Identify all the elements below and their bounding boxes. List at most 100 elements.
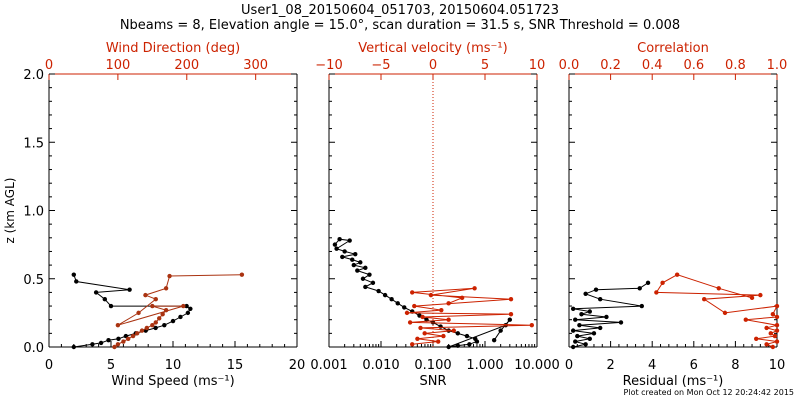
data-point	[334, 246, 339, 251]
data-point	[121, 339, 126, 344]
x-tick-label: 4	[648, 358, 656, 373]
data-point	[428, 292, 434, 298]
data-point	[74, 279, 79, 284]
y-tick-label: 1.5	[23, 136, 44, 151]
y-tick-label: 0.5	[23, 273, 44, 288]
data-point	[153, 320, 158, 325]
data-point	[570, 344, 576, 350]
data-point	[415, 336, 420, 342]
data-point	[451, 328, 456, 333]
data-point	[153, 297, 158, 302]
x2-tick-label: 0.4	[642, 58, 663, 73]
data-point	[702, 297, 707, 302]
data-point	[438, 324, 443, 329]
x2-tick-label: 0.8	[725, 58, 746, 73]
data-point	[446, 301, 451, 306]
data-point	[722, 310, 728, 316]
x-tick-label: 1.000	[466, 358, 503, 373]
data-point	[446, 317, 451, 322]
data-point	[163, 307, 169, 313]
data-point	[455, 331, 461, 336]
data-point	[157, 316, 162, 321]
data-point	[167, 273, 172, 279]
x2-tick-label: 10	[529, 58, 546, 73]
data-point	[422, 331, 427, 336]
x2-tick-label: 300	[243, 58, 268, 73]
x-tick-label: 10	[165, 358, 182, 373]
data-point	[587, 336, 592, 342]
x-axis-title: SNR	[419, 374, 446, 389]
data-point	[491, 337, 497, 343]
series-line	[114, 274, 242, 348]
x2-tick-label: 0.0	[559, 58, 580, 73]
data-point	[144, 325, 150, 331]
x-tick-label: 10.000	[514, 358, 560, 373]
data-point	[637, 286, 642, 291]
series-wind-direction	[112, 272, 245, 350]
x2-tick-label: 0	[429, 58, 437, 73]
data-point	[355, 268, 360, 273]
data-point	[774, 303, 780, 309]
data-point	[376, 288, 381, 294]
x-tick-label: 2	[606, 358, 614, 373]
data-point	[150, 303, 155, 309]
data-point	[436, 339, 441, 344]
x-tick-label: 20	[289, 358, 306, 373]
data-point	[570, 328, 576, 333]
data-point	[370, 280, 376, 286]
data-point	[598, 297, 603, 302]
data-point	[162, 322, 167, 328]
data-point	[674, 272, 680, 277]
data-point	[363, 284, 368, 290]
series-snr	[332, 236, 513, 350]
data-point	[579, 312, 584, 317]
data-point	[112, 344, 117, 350]
data-point	[353, 251, 358, 257]
x-tick-label: 8	[731, 358, 739, 373]
data-point	[115, 342, 121, 347]
data-point	[71, 344, 77, 350]
series-vertical-velocity	[404, 286, 534, 347]
data-point	[108, 303, 114, 309]
data-point	[446, 344, 451, 350]
data-point	[350, 257, 355, 262]
data-point	[93, 290, 99, 295]
x-tick-label: 6	[690, 358, 698, 373]
data-point	[774, 314, 780, 320]
data-point	[508, 312, 514, 317]
data-point	[467, 342, 472, 347]
data-point	[407, 320, 413, 325]
data-point	[340, 254, 345, 260]
data-point	[749, 295, 755, 301]
y-axis-title: z (km AGL)	[3, 178, 17, 244]
data-point	[367, 272, 372, 277]
data-point	[143, 292, 148, 298]
x2-tick-label: −10	[315, 58, 342, 73]
data-point	[716, 286, 721, 291]
data-point	[184, 303, 189, 309]
x-tick-label: 10	[769, 358, 786, 373]
data-point	[102, 297, 108, 302]
x2-tick-label: −5	[371, 58, 390, 73]
x2-tick-label: 5	[481, 58, 489, 73]
data-point	[382, 292, 388, 298]
data-point	[459, 295, 465, 301]
data-point	[503, 322, 508, 328]
data-point	[360, 276, 366, 281]
data-point	[441, 333, 446, 339]
plot-footer: Plot created on Mon Oct 12 20:24:42 2015	[623, 388, 794, 397]
x-tick-label: 15	[227, 358, 244, 373]
data-point	[363, 265, 368, 271]
data-point	[134, 331, 140, 336]
data-point	[358, 260, 363, 265]
x2-tick-label: 1.0	[767, 58, 788, 73]
data-point	[163, 286, 169, 291]
data-point	[618, 320, 624, 325]
x-tick-label: 5	[107, 358, 115, 373]
data-point	[139, 328, 145, 333]
x2-tick-label: 0	[45, 58, 53, 73]
data-point	[774, 339, 780, 344]
data-point	[774, 322, 780, 328]
y-tick-label: 2.0	[23, 68, 44, 83]
